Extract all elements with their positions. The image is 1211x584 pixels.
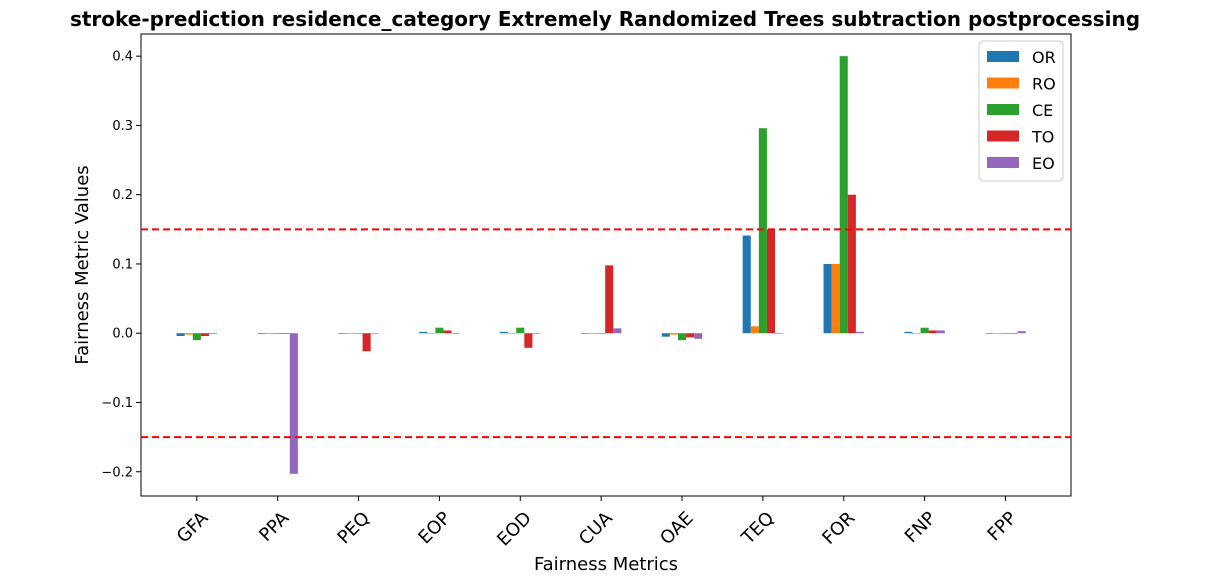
- bar-ro-eop: [427, 333, 436, 334]
- y-axis-ticks: −0.2 −0.1 0.0 0.1 0.2 0.3 0.4: [101, 50, 141, 480]
- bar-eo-fpp: [1017, 331, 1026, 334]
- bar-or-fpp: [985, 333, 994, 334]
- bars-group: [176, 56, 1026, 474]
- y-tick-label: 0.0: [112, 327, 133, 342]
- bar-or-eop: [419, 331, 428, 334]
- y-tick-label: −0.2: [101, 465, 133, 480]
- bar-ce-ppa: [273, 333, 282, 334]
- x-tick-label: TEQ: [737, 508, 778, 549]
- bar-or-gfa: [176, 333, 185, 336]
- bar-ce-eod: [516, 327, 525, 334]
- legend-swatch-to: [987, 130, 1019, 142]
- bar-to-cua: [605, 265, 614, 334]
- bar-ro-fpp: [993, 333, 1002, 334]
- bar-ro-gfa: [184, 333, 193, 335]
- legend: OR RO CE TO EO: [978, 40, 1064, 182]
- legend-label-or: OR: [1032, 48, 1056, 67]
- bar-eo-oae: [694, 333, 703, 339]
- legend-swatch-ro: [987, 77, 1019, 89]
- bar-eo-teq: [775, 333, 784, 334]
- y-tick-label: 0.4: [112, 50, 133, 65]
- bar-or-oae: [661, 333, 670, 337]
- legend-swatch-ce: [987, 104, 1019, 115]
- bar-ro-eod: [508, 333, 517, 334]
- bar-ro-for: [831, 263, 840, 334]
- bar-ce-eop: [435, 327, 444, 334]
- bar-to-oae: [686, 333, 695, 338]
- legend-swatch-or: [987, 51, 1019, 62]
- bar-ce-peq: [354, 333, 363, 334]
- bar-or-cua: [580, 333, 590, 334]
- bar-ce-for: [839, 56, 848, 334]
- bar-eo-eod: [532, 333, 541, 334]
- bar-ce-cua: [597, 333, 606, 334]
- bar-ro-ppa: [265, 333, 274, 334]
- legend-label-to: TO: [1031, 128, 1054, 147]
- bar-ce-fpp: [1001, 333, 1010, 334]
- bar-or-peq: [338, 333, 347, 334]
- x-tick-label: EOP: [414, 508, 455, 549]
- plot-frame: [140, 33, 1072, 497]
- x-tick-label: PEQ: [334, 508, 375, 549]
- legend-swatch-eo: [987, 157, 1019, 168]
- bar-to-teq: [766, 229, 776, 334]
- bar-to-for: [847, 194, 856, 334]
- bar-eo-eop: [451, 333, 460, 334]
- legend-label-ce: CE: [1032, 101, 1053, 120]
- bar-or-ppa: [257, 333, 266, 334]
- x-tick-label: GFA: [173, 507, 213, 547]
- x-tick-label: FOR: [818, 508, 859, 549]
- bar-to-eop: [443, 330, 452, 334]
- x-tick-label: FPP: [984, 508, 1022, 546]
- x-axis-ticks: GFA PPA PEQ EOP EOD CUA OAE TEQ FOR FNP FPP: [173, 496, 1021, 550]
- x-tick-label: CUA: [575, 507, 617, 549]
- bar-ro-peq: [346, 333, 355, 334]
- bar-or-for: [823, 263, 832, 334]
- reference-lines: [141, 228, 1071, 439]
- bar-ro-oae: [669, 333, 678, 335]
- bar-to-eod: [524, 333, 533, 348]
- legend-label-eo: EO: [1032, 154, 1055, 173]
- bar-to-fnp: [928, 330, 937, 334]
- x-tick-label: OAE: [656, 508, 697, 549]
- bar-to-peq: [362, 333, 371, 352]
- legend-box: [978, 40, 1064, 182]
- bar-or-eod: [500, 331, 509, 334]
- bar-eo-fnp: [936, 330, 945, 334]
- bar-eo-for: [855, 331, 864, 334]
- y-tick-label: 0.3: [112, 119, 133, 134]
- bar-to-ppa: [281, 333, 290, 334]
- bar-ce-gfa: [192, 333, 201, 341]
- bar-to-gfa: [200, 333, 209, 336]
- bar-ro-cua: [589, 333, 598, 334]
- bar-eo-gfa: [208, 333, 218, 334]
- bar-ce-oae: [677, 333, 687, 341]
- bar-ce-teq: [758, 128, 767, 334]
- y-tick-label: −0.1: [101, 396, 133, 411]
- y-tick-label: 0.1: [112, 257, 133, 272]
- y-axis-label: Fairness Metric Values: [72, 165, 93, 364]
- chart-title: stroke-prediction residence_category Ext…: [70, 7, 1140, 31]
- bar-or-fnp: [904, 331, 913, 334]
- bar-eo-peq: [370, 333, 379, 334]
- bar-ro-fnp: [912, 333, 921, 334]
- bar-or-teq: [742, 235, 751, 334]
- legend-label-ro: RO: [1032, 75, 1056, 94]
- bar-to-fpp: [1009, 333, 1018, 334]
- x-tick-label: PPA: [255, 507, 294, 546]
- bar-eo-ppa: [289, 333, 298, 474]
- bar-ro-teq: [750, 326, 759, 334]
- x-tick-label: FNP: [901, 508, 940, 547]
- x-tick-label: EOD: [493, 508, 536, 551]
- y-tick-label: 0.2: [112, 188, 133, 203]
- bar-ce-fnp: [920, 327, 929, 334]
- x-axis-label: Fairness Metrics: [534, 554, 678, 575]
- bar-eo-cua: [613, 328, 622, 334]
